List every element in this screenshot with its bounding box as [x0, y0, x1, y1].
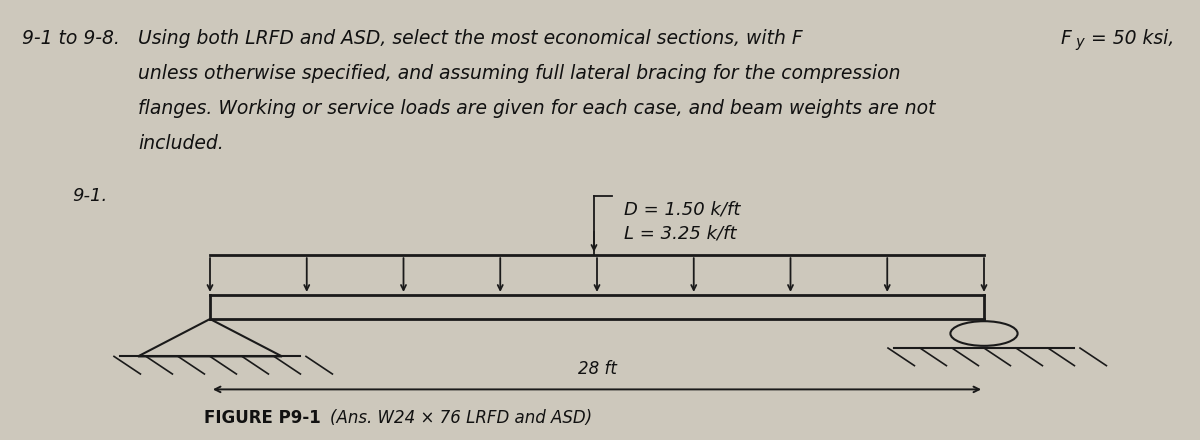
Text: 28 ft: 28 ft	[577, 360, 617, 378]
Text: included.: included.	[138, 134, 223, 153]
Text: unless otherwise specified, and assuming full lateral bracing for the compressio: unless otherwise specified, and assuming…	[138, 64, 900, 83]
Text: = 50 ksi,: = 50 ksi,	[1085, 29, 1174, 48]
Text: Using both LRFD and ASD, select the most economical sections, with F: Using both LRFD and ASD, select the most…	[138, 29, 803, 48]
Text: D = 1.50 k/ft: D = 1.50 k/ft	[624, 200, 740, 218]
Text: flanges. Working or service loads are given for each case, and beam weights are : flanges. Working or service loads are gi…	[138, 99, 936, 118]
Text: (Ans. W24 × 76 LRFD and ASD): (Ans. W24 × 76 LRFD and ASD)	[330, 409, 592, 427]
Text: 9-1.: 9-1.	[72, 187, 107, 205]
Text: 9-1 to 9-8.: 9-1 to 9-8.	[22, 29, 120, 48]
Text: F: F	[1061, 29, 1072, 48]
Text: y: y	[1075, 35, 1084, 50]
Text: L = 3.25 k/ft: L = 3.25 k/ft	[624, 224, 737, 242]
Text: FIGURE P9-1: FIGURE P9-1	[204, 409, 320, 427]
